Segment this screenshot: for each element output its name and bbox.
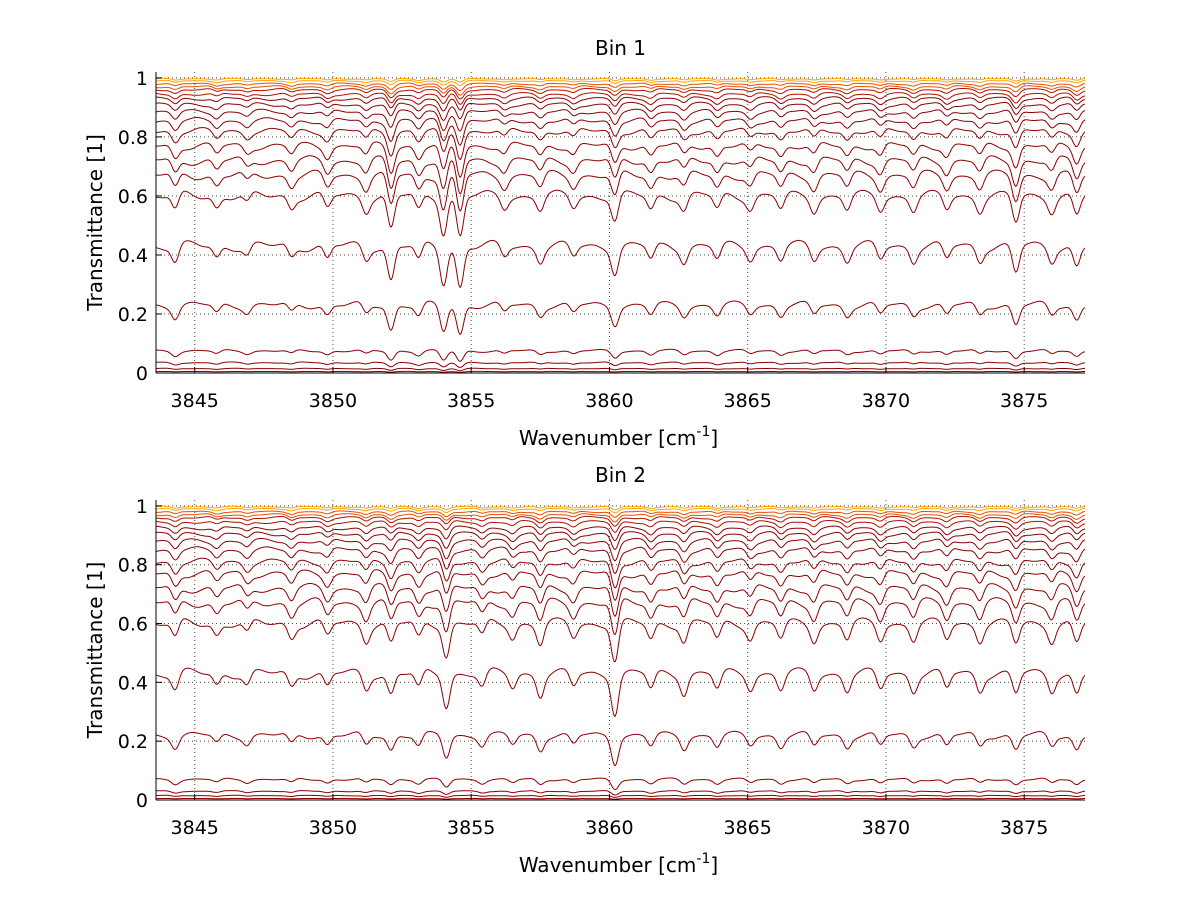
- series-line-5: [156, 730, 1085, 767]
- series-line-15: [156, 525, 1085, 542]
- series-line-17: [156, 87, 1085, 100]
- chart-title: Bin 2: [595, 463, 646, 487]
- x-tick-label: 3845: [171, 817, 219, 839]
- y-tick-label: 0.4: [118, 245, 148, 267]
- x-tick-label: 3860: [585, 390, 633, 412]
- series-line-6: [156, 667, 1085, 717]
- series-line-13: [156, 108, 1085, 132]
- x-tick-label: 3875: [1000, 390, 1048, 412]
- series-line-7: [156, 617, 1085, 663]
- y-tick-label: 0.2: [118, 304, 148, 326]
- series-line-14: [156, 101, 1085, 121]
- series-line-16: [156, 92, 1085, 105]
- series-line-13: [156, 537, 1085, 562]
- series-group: [156, 505, 1085, 800]
- series-line-2: [156, 367, 1085, 372]
- series-line-9: [156, 583, 1085, 617]
- series-group: [156, 77, 1085, 373]
- series-line-21: [156, 77, 1085, 83]
- series-line-20: [156, 507, 1085, 514]
- x-tick-label: 3860: [585, 817, 633, 839]
- series-line-4: [156, 348, 1085, 362]
- series-line-1: [156, 370, 1085, 373]
- y-tick-label: 0.8: [118, 555, 148, 577]
- series-line-7: [156, 189, 1085, 237]
- x-tick-label: 3875: [1000, 817, 1048, 839]
- x-axis-label: Wavenumber [cm-1]: [519, 851, 718, 877]
- x-tick-label: 3865: [724, 390, 772, 412]
- y-tick-label: 0: [136, 363, 148, 385]
- y-tick-label: 1: [136, 68, 148, 90]
- chart-title: Bin 1: [595, 36, 646, 60]
- series-line-10: [156, 569, 1085, 601]
- series-line-8: [156, 169, 1085, 212]
- series-line-11: [156, 127, 1085, 160]
- x-tick-label: 3850: [309, 817, 357, 839]
- x-tick-label: 3855: [447, 390, 495, 412]
- series-line-3: [156, 361, 1085, 368]
- series-line-2: [156, 794, 1085, 798]
- series-line-12: [156, 117, 1085, 146]
- series-line-15: [156, 96, 1085, 112]
- x-tick-label: 3850: [309, 390, 357, 412]
- series-line-14: [156, 531, 1085, 550]
- y-tick-label: 0.4: [118, 672, 148, 694]
- series-line-9: [156, 155, 1085, 195]
- x-axis-label: Wavenumber [cm-1]: [519, 424, 718, 450]
- y-tick-label: 0.6: [118, 186, 148, 208]
- y-tick-label: 0.6: [118, 614, 148, 636]
- y-axis-label: Transmittance [1]: [83, 562, 107, 740]
- series-line-4: [156, 777, 1085, 791]
- series-line-12: [156, 546, 1085, 574]
- y-axis-label: Transmittance [1]: [83, 134, 107, 312]
- series-line-19: [156, 82, 1085, 91]
- y-tick-label: 0: [136, 790, 148, 812]
- x-tick-label: 3870: [862, 817, 910, 839]
- series-line-10: [156, 141, 1085, 178]
- series-line-5: [156, 300, 1085, 335]
- x-tick-label: 3870: [862, 390, 910, 412]
- series-line-17: [156, 515, 1085, 527]
- y-tick-label: 0.8: [118, 127, 148, 149]
- y-tick-label: 0.2: [118, 731, 148, 753]
- series-line-16: [156, 520, 1085, 533]
- series-line-8: [156, 597, 1085, 635]
- series-line-3: [156, 790, 1085, 796]
- x-tick-label: 3855: [447, 817, 495, 839]
- series-line-11: [156, 557, 1085, 589]
- series-line-1: [156, 797, 1085, 800]
- series-line-6: [156, 239, 1085, 288]
- series-line-21: [156, 505, 1085, 511]
- y-tick-label: 1: [136, 496, 148, 518]
- x-tick-label: 3845: [171, 390, 219, 412]
- series-line-18: [156, 85, 1085, 96]
- series-line-19: [156, 510, 1085, 518]
- x-tick-label: 3865: [724, 817, 772, 839]
- chart-panel-2: 3845 3850 3855 3860 3865 3870 3875 0 0.2 0.4 0.6 0.…: [83, 463, 1085, 877]
- series-line-18: [156, 513, 1085, 523]
- series-line-20: [156, 79, 1085, 87]
- chart-panel-1: 3845 3850 3855 3860 3865 3870 3875 0 0.2 0.4 0.6 0.…: [83, 36, 1085, 450]
